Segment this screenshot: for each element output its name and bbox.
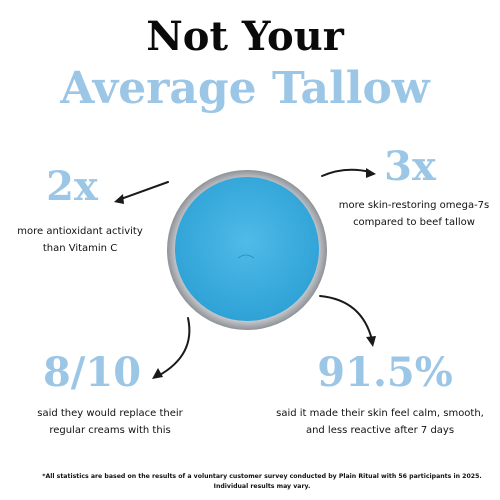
stat-value: 8/10 xyxy=(43,349,141,396)
arrows xyxy=(114,168,376,379)
footnote: *All statistics are based on the results… xyxy=(42,473,481,480)
stat-description: more skin-restoring omega-7s xyxy=(339,200,490,211)
title-line2: Average Tallow xyxy=(59,63,431,114)
stat-description: compared to beef tallow xyxy=(353,217,475,228)
stat-description: than Vitamin C xyxy=(43,243,117,254)
stat-description: more antioxidant activity xyxy=(17,226,143,237)
stat-description: said it made their skin feel calm, smoot… xyxy=(276,408,484,419)
tin xyxy=(167,170,327,330)
footnote: Individual results may vary. xyxy=(214,483,311,490)
stat-value: 91.5% xyxy=(317,349,452,396)
stat-description: said they would replace their xyxy=(37,408,183,419)
stat-value: 2x xyxy=(46,163,99,210)
stat-description: and less reactive after 7 days xyxy=(306,425,454,436)
title-line1: Not Your xyxy=(146,13,344,60)
stat-value: 3x xyxy=(384,143,437,190)
stat-description: regular creams with this xyxy=(49,425,170,436)
